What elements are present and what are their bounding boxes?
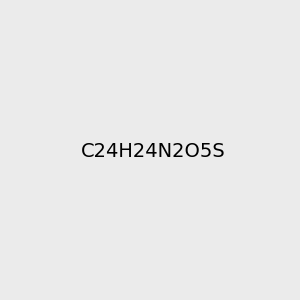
Text: C24H24N2O5S: C24H24N2O5S xyxy=(81,142,226,161)
